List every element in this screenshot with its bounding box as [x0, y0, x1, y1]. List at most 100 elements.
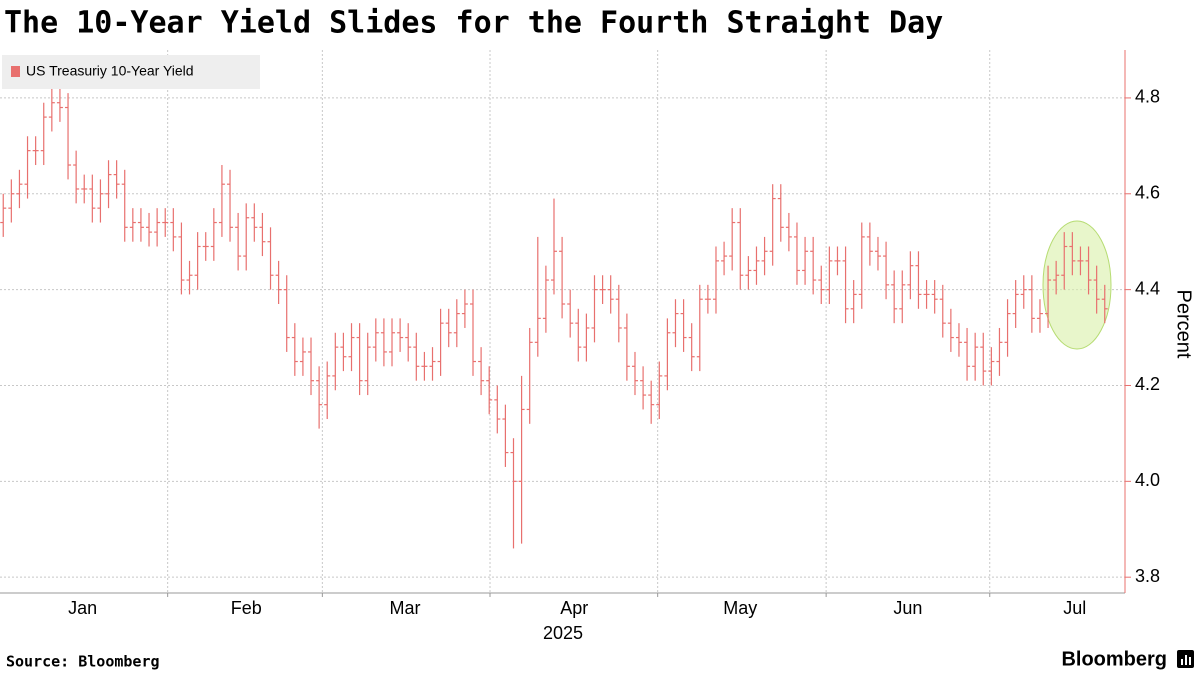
ohlc-bar — [802, 236, 809, 285]
ohlc-bar — [348, 323, 355, 372]
ohlc-bar — [972, 332, 979, 381]
ohlc-bar — [218, 165, 225, 237]
ohlc-bar — [850, 280, 857, 324]
ohlc-bar — [1085, 246, 1092, 295]
ohlc-bar — [753, 246, 760, 285]
ohlc-bar — [1069, 232, 1076, 276]
ohlc-bar — [826, 246, 833, 305]
ohlc-bar — [389, 318, 396, 367]
ohlc-bar — [834, 246, 841, 276]
ohlc-bar — [712, 246, 719, 314]
x-tick-label: Mar — [389, 598, 420, 618]
ohlc-bar — [745, 256, 752, 290]
ohlc-bar — [170, 208, 177, 252]
ohlc-bar — [1028, 275, 1035, 333]
ohlc-bar — [186, 260, 193, 295]
ohlc-bar — [154, 208, 161, 247]
ohlc-bar — [607, 275, 614, 314]
ohlc-bar — [1012, 280, 1019, 328]
ohlc-bar — [955, 323, 962, 357]
ohlc-bar — [923, 280, 930, 309]
ohlc-bar — [518, 375, 525, 544]
ohlc-bar — [785, 212, 792, 252]
ohlc-bar — [259, 212, 266, 257]
ohlc-bar — [915, 251, 922, 309]
ohlc-bar — [810, 236, 817, 295]
ohlc-bar — [939, 284, 946, 338]
ohlc-bar — [874, 236, 881, 271]
ohlc-bar — [267, 227, 274, 290]
ohlc-bar — [413, 332, 420, 381]
ohlc-bar — [526, 327, 533, 424]
ohlc-bar — [461, 289, 468, 328]
ohlc-bar — [210, 208, 217, 261]
ohlc-bar — [883, 241, 890, 300]
ohlc-bar — [73, 150, 80, 204]
ohlc-bar — [575, 308, 582, 362]
ohlc-bar — [137, 208, 144, 242]
ohlc-bar — [129, 208, 136, 242]
ohlc-bar — [478, 347, 485, 396]
ohlc-bar — [105, 160, 112, 209]
axes: 3.8 4.0 4.2 4.4 4.6 4.8 Jan Feb Mar Apr May Jun Jul — [0, 50, 1160, 618]
ohlc-bar — [704, 284, 711, 314]
ohlc-bar — [8, 179, 15, 223]
ohlc-bar — [421, 351, 428, 381]
ohlc-bar — [680, 299, 687, 352]
ohlc-bar — [494, 385, 501, 434]
ohlc-bar — [721, 241, 728, 276]
ohlc-bar — [510, 438, 517, 549]
ohlc-bar — [648, 380, 655, 424]
ohlc-bar — [397, 318, 404, 352]
ohlc-bar — [1020, 275, 1027, 309]
ohlc-bar — [235, 212, 242, 271]
ohlc-bar — [631, 351, 638, 396]
ohlc-bar — [429, 347, 436, 381]
ohlc-bar — [299, 337, 306, 376]
y-tick-label: 4.6 — [1135, 183, 1160, 203]
ohlc-bar — [486, 366, 493, 415]
ohlc-bar — [1036, 299, 1043, 333]
ohlc-bar — [1045, 265, 1052, 328]
ohlc-bar — [1053, 260, 1060, 295]
ohlc-bar — [332, 332, 339, 391]
ohlc-bar — [1061, 232, 1068, 290]
x-tick-label: Apr — [560, 598, 588, 618]
ohlc-bar — [688, 323, 695, 372]
ohlc-bar — [1077, 246, 1084, 276]
ohlc-bar — [251, 203, 258, 242]
y-tick-label: 4.2 — [1135, 374, 1160, 394]
ohlc-bar — [146, 212, 153, 247]
ohlc-bar — [1004, 299, 1011, 357]
ohlc-bar — [324, 361, 331, 420]
ohlc-bar — [113, 160, 120, 199]
legend-label: US Treasuriy 10-Year Yield — [26, 63, 194, 79]
ohlc-bar — [567, 289, 574, 338]
ohlc-bar — [340, 332, 347, 372]
ohlc-bar — [227, 169, 234, 242]
ohlc-bar — [1093, 265, 1100, 314]
ohlc-bar — [842, 246, 849, 324]
ohlc-bar — [308, 337, 315, 396]
ohlc-bar — [405, 323, 412, 362]
y-tick-label: 4.4 — [1135, 278, 1160, 298]
ohlc-bar — [696, 284, 703, 372]
ohlc-bar — [48, 88, 55, 132]
ohlc-bar — [761, 236, 768, 276]
ohlc-bar — [583, 313, 590, 362]
ohlc-bar — [97, 179, 104, 223]
ohlc-bar — [121, 169, 128, 242]
bars — [0, 88, 1108, 549]
ohlc-bar — [988, 347, 995, 386]
ohlc-bar — [737, 208, 744, 290]
ohlc-bar — [81, 174, 88, 204]
y-axis-label: Percent — [1173, 290, 1195, 359]
ohlc-bar — [559, 236, 566, 319]
chart-title: The 10-Year Yield Slides for the Fourth … — [4, 6, 943, 41]
ohlc-bar — [243, 203, 250, 271]
grid — [0, 50, 1125, 593]
ohlc-bar — [502, 404, 509, 467]
ohlc-bar — [980, 332, 987, 386]
ohlc-bar — [380, 318, 387, 367]
